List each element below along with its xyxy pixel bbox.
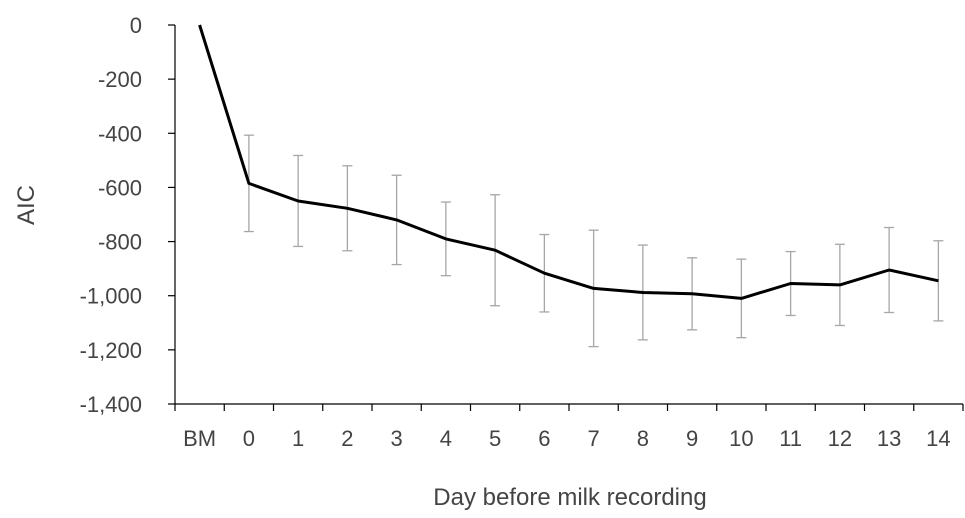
y-tick-label: -400: [98, 121, 142, 146]
x-tick-label: 6: [538, 426, 550, 451]
x-tick-label: 2: [341, 426, 353, 451]
x-tick-label: BM: [183, 426, 216, 451]
y-tick-label: -1,200: [80, 338, 142, 363]
y-tick-label: 0: [130, 13, 142, 38]
x-tick-label: 4: [440, 426, 452, 451]
x-axis-ticks: BM 0 1 2 3 4 5 6 7 8 9 10 11 12 13 14: [174, 404, 964, 451]
x-tick-label: 13: [877, 426, 901, 451]
x-tick-label: 3: [391, 426, 403, 451]
x-tick-label: 14: [926, 426, 950, 451]
x-tick-label: 8: [637, 426, 649, 451]
x-tick-label: 5: [489, 426, 501, 451]
y-axis-ticks: 0 -200 -400 -600 -800 -1,000 -1,200 -1,400: [80, 13, 175, 417]
y-tick-label: -200: [98, 67, 142, 92]
x-tick-label: 7: [588, 426, 600, 451]
x-axis-title: Day before milk recording: [433, 484, 706, 511]
x-tick-label: 1: [292, 426, 304, 451]
error-bars: [243, 134, 944, 348]
y-tick-label: -1,400: [80, 392, 142, 417]
x-tick-label: 11: [779, 426, 802, 451]
y-tick-label: -1,000: [80, 284, 142, 309]
x-tick-label: 10: [729, 426, 753, 451]
y-tick-label: -600: [98, 175, 142, 200]
x-tick-label: 12: [828, 426, 852, 451]
x-tick-label: 9: [686, 426, 698, 451]
y-axis-title: AIC: [13, 185, 40, 225]
x-tick-label: 0: [243, 426, 255, 451]
y-tick-label: -800: [98, 230, 142, 255]
aic-series-line: [198, 24, 939, 300]
